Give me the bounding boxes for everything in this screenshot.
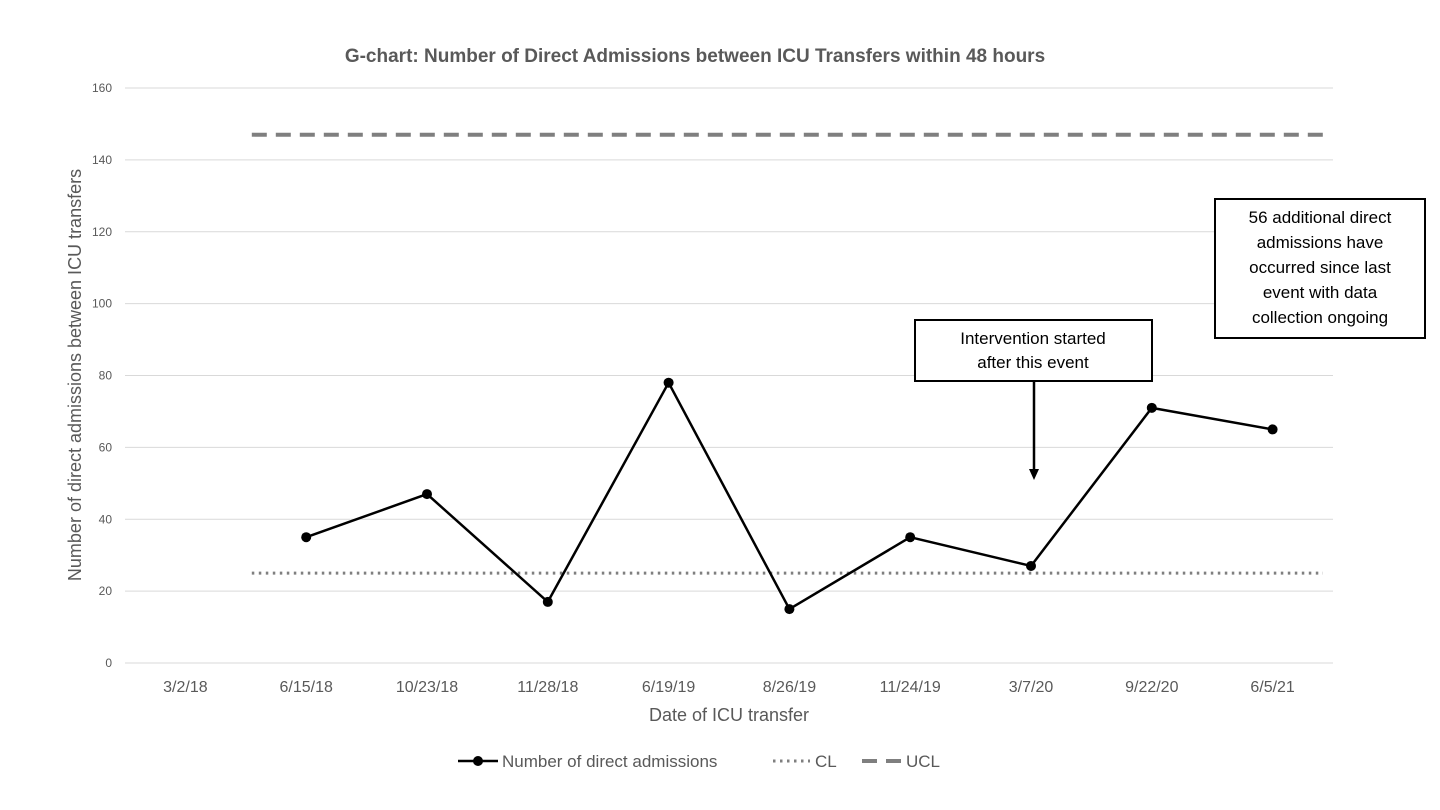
legend: Number of direct admissions CL UCL [458, 752, 940, 771]
x-axis-title: Date of ICU transfer [649, 705, 809, 725]
data-point [663, 377, 674, 388]
y-tick-label: 140 [92, 153, 112, 167]
annotation-text-line: collection ongoing [1252, 308, 1388, 327]
y-tick-label: 120 [92, 225, 112, 239]
data-point [1026, 560, 1036, 571]
y-axis-title: Number of direct admissions between ICU … [65, 169, 85, 581]
annotation-text-line: Intervention started [960, 329, 1106, 348]
data-point [1267, 424, 1278, 435]
series-line-number-of-direct-admissions [305, 381, 1273, 611]
annotation-box-intervention [914, 319, 1153, 382]
y-tick-label: 0 [105, 656, 112, 670]
y-tick-label: 80 [99, 369, 113, 383]
y-axis-ticks: 0 20 40 60 80 100 120 140 160 [92, 81, 112, 670]
x-tick-label: 10/23/18 [396, 679, 458, 696]
gridlines [125, 87, 1333, 664]
y-tick-label: 60 [99, 440, 113, 454]
legend-label: Number of direct admissions [502, 752, 717, 771]
data-point [422, 489, 432, 500]
x-tick-label: 6/15/18 [280, 679, 333, 696]
data-point [784, 604, 795, 615]
x-tick-label: 8/26/19 [763, 679, 816, 696]
series-layer [251, 132, 1323, 615]
x-tick-label: 11/28/18 [517, 679, 578, 696]
x-tick-label: 9/22/20 [1125, 679, 1178, 696]
data-point [1146, 402, 1157, 413]
x-tick-label: 11/24/19 [880, 679, 941, 696]
annotation-text-line: occurred since last [1249, 258, 1391, 277]
y-tick-label: 20 [99, 584, 113, 598]
annotation-text-line: after this event [977, 353, 1089, 372]
legend-swatch-marker [473, 756, 483, 766]
data-point [542, 596, 553, 607]
x-axis-ticks: 3/2/18 6/15/18 10/23/18 11/28/18 6/19/19 8/26… [163, 679, 1295, 696]
annotation-text-line: 56 additional direct [1249, 208, 1392, 227]
y-tick-label: 100 [92, 297, 112, 311]
x-tick-label: 6/5/21 [1250, 679, 1295, 696]
x-tick-label: 3/2/18 [163, 679, 208, 696]
y-tick-label: 160 [92, 81, 112, 95]
x-tick-label: 3/7/20 [1009, 679, 1054, 696]
chart-title: G-chart: Number of Direct Admissions bet… [345, 46, 1045, 67]
annotation-box-additional [1214, 198, 1426, 339]
data-point [905, 532, 916, 543]
data-point [301, 532, 312, 543]
arrow-head-icon [1029, 469, 1039, 480]
y-tick-label: 40 [99, 512, 113, 526]
annotation-text-line: admissions have [1257, 233, 1384, 252]
x-tick-label: 6/19/19 [642, 679, 695, 696]
annotation-text-line: event with data [1263, 283, 1378, 302]
legend-label: CL [815, 752, 837, 771]
legend-label: UCL [906, 752, 940, 771]
annotations: Intervention started after this event 56 a… [914, 198, 1426, 480]
